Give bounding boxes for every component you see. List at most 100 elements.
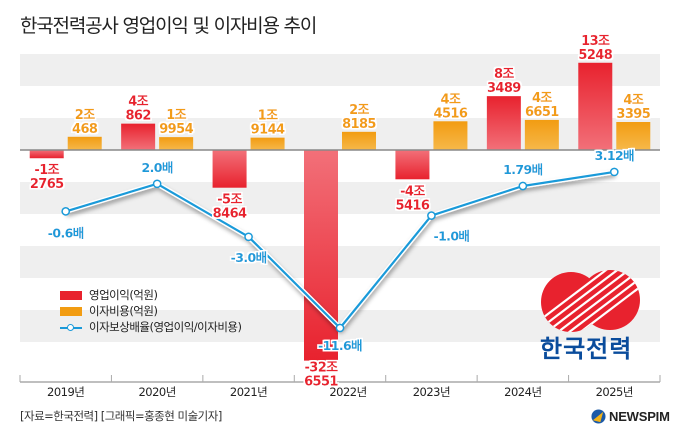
coverage-point: [152, 179, 162, 189]
source-credit: [자료=한국전력] [그래픽=홍종현 미술기자]: [20, 409, 222, 423]
x-tick-label: 2020년: [138, 385, 175, 399]
interest-expense-label-line: 468: [72, 122, 98, 137]
newspim-wordmark: NEWSPIM: [609, 409, 670, 424]
coverage-point: [61, 207, 71, 216]
coverage-point: [244, 232, 253, 242]
operating-profit-bar: [121, 123, 156, 150]
operating-profit-bar: [212, 150, 247, 188]
operating-profit-bar: [304, 150, 338, 361]
operating-profit-label-line: 862: [125, 109, 150, 124]
interest-expense-label-line: 4조: [441, 92, 461, 107]
grid-band: [20, 54, 660, 86]
operating-profit-bar: [578, 62, 613, 150]
grid-band: [20, 246, 660, 278]
coverage-ratio-label-text: -0.6배: [48, 225, 84, 240]
operating-profit-bar: [395, 150, 430, 180]
kepco-logo-icon: [541, 270, 640, 332]
legend-line-marker-icon: [60, 323, 82, 332]
legend-item-operating-profit: 영업이익(억원): [60, 287, 241, 303]
interest-expense-label-line: 4조: [623, 93, 643, 108]
bars: [29, 62, 651, 361]
x-tick-label: 2024년: [504, 385, 541, 399]
x-tick-label: 2023년: [413, 385, 450, 399]
legend-item-interest-expense: 이자비용(억원): [60, 303, 241, 319]
x-tick-label: 2022년: [329, 385, 366, 399]
interest-expense-bar: [433, 121, 468, 150]
operating-profit-label-line: 13조: [581, 34, 610, 49]
coverage-ratio-label: 1.79배: [503, 162, 543, 177]
interest-expense-bar: [67, 136, 102, 150]
legend-swatch-red: [60, 290, 82, 300]
coverage-ratio-label: -11.6배: [318, 338, 363, 353]
operating-profit-label-line: 2765: [30, 177, 64, 192]
coverage-ratio-label-text: -11.6배: [318, 338, 362, 353]
operating-profit-label-line: 6551: [304, 375, 338, 390]
operating-profit-label-line: 4조: [128, 95, 148, 110]
operating-profit-label-line: 8464: [213, 207, 247, 222]
coverage-line-layer: [61, 167, 619, 333]
legend-item-coverage-ratio: 이자보상배율(영업이익/이자비용): [60, 319, 242, 335]
grid-band: [20, 118, 660, 150]
coverage-ratio-label: -0.6배: [48, 225, 85, 240]
coverage-ratio-label-text: 1.79배: [503, 162, 542, 177]
legend: 영업이익(억원) 이자비용(억원) 이자보상배율(영업이익/이자비용): [60, 287, 242, 335]
coverage-ratio-label-text: 2.0배: [142, 160, 173, 175]
x-tick-label: 2025년: [596, 385, 633, 399]
interest-expense-label-line: 2조: [349, 103, 369, 118]
interest-expense-bar: [524, 119, 559, 150]
grid-band: [20, 182, 660, 214]
chart-title: 한국전력공사 영업이익 및 이자비용 추이: [20, 15, 317, 37]
operating-profit-label-line: -4조: [400, 184, 425, 199]
operating-profit-label-line: 3489: [487, 81, 521, 96]
interest-expense-label-line: 3395: [616, 107, 650, 122]
coverage-point: [335, 323, 345, 333]
interest-expense-label-line: 8185: [342, 117, 376, 132]
kepco-wordmark: 한국전력: [540, 335, 633, 363]
legend-swatch-orange: [60, 306, 82, 316]
legend-label: 이자보상배율(영업이익/이자비용): [89, 320, 242, 334]
operating-profit-label-line: 8조: [494, 67, 514, 82]
coverage-ratio-label: -3.0배: [231, 250, 268, 265]
coverage-point: [518, 181, 528, 191]
coverage-ratio-label: 2.0배: [142, 160, 174, 175]
interest-expense-bar: [342, 131, 376, 150]
legend-label: 이자비용(억원): [89, 304, 158, 318]
coverage-point: [609, 167, 619, 177]
interest-expense-label-line: 1조: [258, 109, 278, 124]
coverage-ratio-label-text: 3.12배: [595, 148, 634, 163]
operating-profit-label-line: -32조: [304, 361, 338, 376]
interest-expense-bar: [616, 122, 651, 150]
coverage-ratio-label-text: -1.0배: [434, 229, 470, 244]
operating-profit-label-line: 5416: [396, 198, 430, 213]
newspim-emblem-icon: [591, 409, 606, 424]
coverage-ratio-label-text: -3.0배: [231, 250, 267, 265]
interest-expense-label-line: 2조: [75, 108, 95, 123]
interest-expense-label-line: 6651: [525, 105, 559, 120]
x-axis: 2019년 2020년 2021년 2022년 2023년 2024년 2025년: [19, 375, 661, 399]
coverage-ratio-label: 3.12배: [595, 148, 635, 163]
interest-expense-bar: [159, 137, 194, 150]
interest-expense-label-line: 1조: [166, 108, 186, 123]
interest-expense-label-line: 9954: [159, 122, 193, 137]
interest-expense-label-line: 9144: [251, 123, 285, 138]
operating-profit-label-line: -1조: [34, 163, 59, 178]
x-tick-label: 2019년: [47, 385, 84, 399]
coverage-point: [427, 211, 436, 220]
legend-label: 영업이익(억원): [89, 288, 158, 302]
interest-expense-label-line: 4516: [434, 106, 468, 121]
interest-expense-label-line: 4조: [532, 91, 552, 106]
